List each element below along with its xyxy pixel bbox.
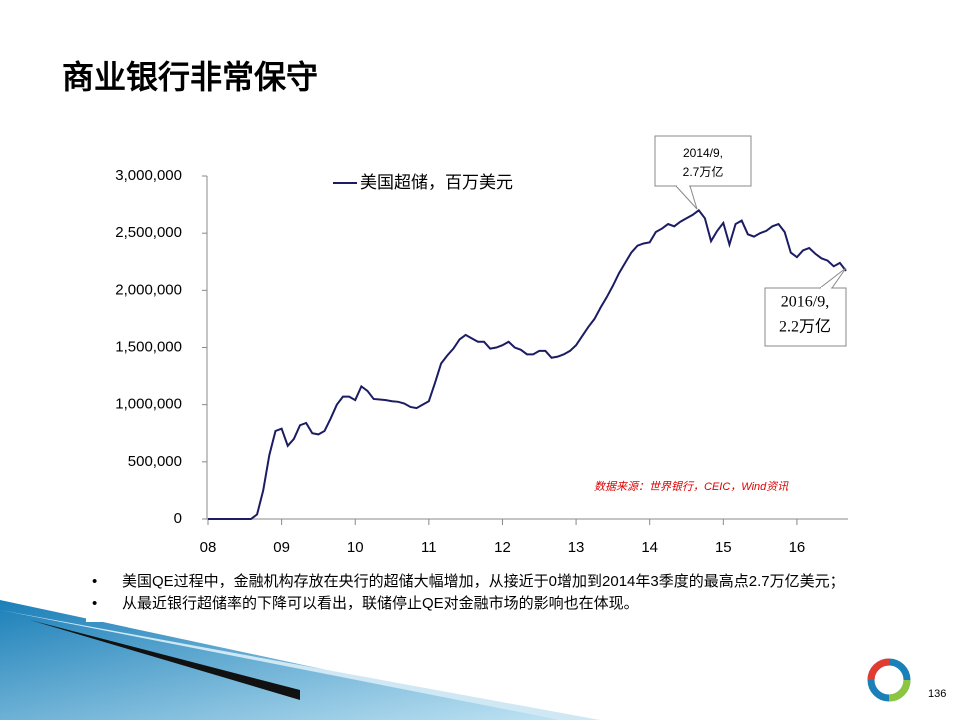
- bullet-list: 美国QE过程中，金融机构存放在央行的超储大幅增加，从接近于0增加到2014年3季…: [86, 572, 876, 622]
- y-tick-label: 1,500,000: [115, 338, 182, 355]
- y-tick-label: 500,000: [128, 453, 182, 470]
- logo: [867, 658, 911, 702]
- y-tick-label: 2,500,000: [115, 224, 182, 241]
- x-tick-label: 11: [421, 539, 437, 556]
- y-tick-label: 0: [174, 510, 182, 527]
- y-tick-label: 1,000,000: [115, 396, 182, 413]
- x-tick-label: 08: [200, 539, 217, 556]
- x-tick-label: 10: [347, 539, 364, 556]
- bullet: 美国QE过程中，金融机构存放在央行的超储大幅增加，从接近于0增加到2014年3季…: [86, 572, 876, 592]
- decoration: [30, 620, 300, 700]
- callout-box: [764, 287, 847, 347]
- page-number: 136: [928, 688, 947, 700]
- x-tick-label: 09: [273, 539, 290, 556]
- callout-text: 2.7万亿: [683, 164, 724, 179]
- decoration: [0, 610, 600, 720]
- callout-text: 2.2万亿: [779, 318, 831, 336]
- x-tick-label: 12: [494, 539, 511, 556]
- x-tick-label: 13: [568, 539, 585, 556]
- x-tick-label: 14: [641, 539, 658, 556]
- x-tick-label: 15: [715, 539, 732, 556]
- bullet: 从最近银行超储率的下降可以看出，联储停止QE对金融市场的影响也在体现。: [86, 594, 876, 614]
- callout-text: 2014/9,: [683, 146, 723, 160]
- callout-text: 2016/9,: [781, 294, 829, 311]
- y-tick-label: 2,000,000: [115, 281, 182, 298]
- slide-title: 商业银行非常保守: [62, 59, 319, 95]
- legend-label: 美国超储，百万美元: [360, 173, 513, 192]
- x-tick-label: 16: [789, 539, 806, 556]
- source-note: 数据来源：世界银行，CEIC，Wind资讯: [594, 480, 789, 493]
- callout-box: [654, 135, 752, 187]
- callout-pointer: [818, 267, 847, 289]
- data-line: [208, 208, 847, 520]
- callout-pointer: [674, 185, 698, 210]
- y-tick-label: 3,000,000: [115, 167, 182, 184]
